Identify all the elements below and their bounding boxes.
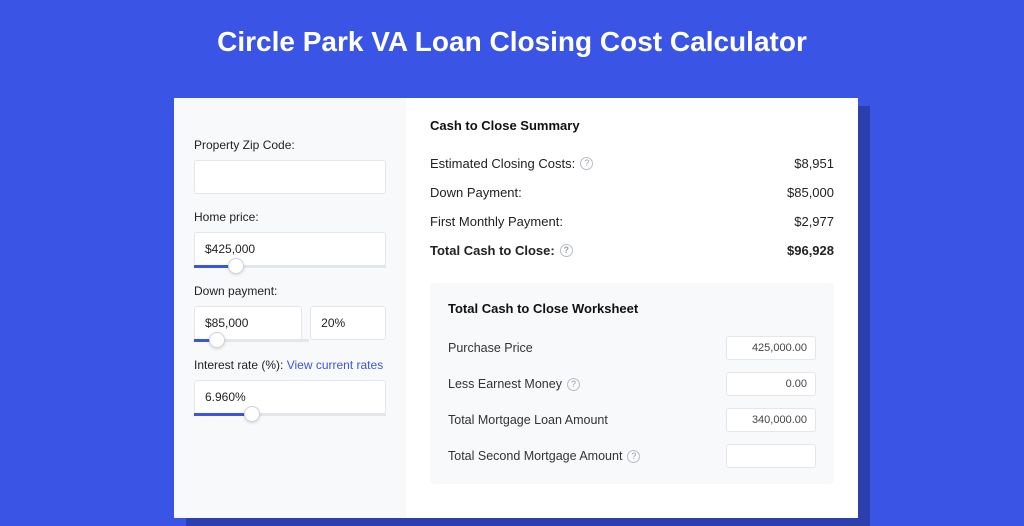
help-icon[interactable]: ? [560,244,573,257]
summary-row-label: Estimated Closing Costs:? [430,156,593,171]
worksheet-row-label: Purchase Price [448,341,533,355]
zip-input[interactable] [194,160,386,194]
summary-row-value: $96,928 [787,243,834,258]
summary-row: First Monthly Payment: $2,977 [430,207,834,236]
inputs-panel: Property Zip Code: Home price: Down paym… [174,98,406,518]
summary-row-value: $8,951 [794,156,834,171]
help-icon[interactable]: ? [580,157,593,170]
summary-row: Total Cash to Close:? $96,928 [430,236,834,265]
home-price-input[interactable] [194,232,386,266]
interest-rate-label-text: Interest rate (%): [194,358,287,372]
worksheet-row: Less Earnest Money? 0.00 [448,366,816,402]
interest-rate-field: Interest rate (%): View current rates [194,358,386,416]
zip-label: Property Zip Code: [194,138,386,152]
worksheet-row-label: Total Second Mortgage Amount? [448,449,640,463]
summary-row: Down Payment: $85,000 [430,178,834,207]
interest-rate-slider[interactable] [194,413,386,416]
interest-rate-slider-thumb[interactable] [244,406,260,422]
summary-rows: Estimated Closing Costs:? $8,951 Down Paym… [430,149,834,265]
worksheet-row: Total Second Mortgage Amount? [448,438,816,474]
worksheet-row-value[interactable]: 0.00 [726,372,816,396]
calculator-card: Property Zip Code: Home price: Down paym… [174,98,858,518]
home-price-label: Home price: [194,210,386,224]
home-price-field: Home price: [194,210,386,268]
interest-rate-label: Interest rate (%): View current rates [194,358,386,372]
summary-row-label: Total Cash to Close:? [430,243,573,258]
interest-rate-input[interactable] [194,380,386,414]
summary-title: Cash to Close Summary [430,118,834,133]
home-price-slider[interactable] [194,265,386,268]
summary-row: Estimated Closing Costs:? $8,951 [430,149,834,178]
worksheet-row-value[interactable] [726,444,816,468]
worksheet-panel: Total Cash to Close Worksheet Purchase P… [430,283,834,484]
down-payment-percent-input[interactable] [310,306,386,340]
worksheet-row-value[interactable]: 340,000.00 [726,408,816,432]
down-payment-field: Down payment: [194,284,386,342]
down-payment-label: Down payment: [194,284,386,298]
worksheet-row-label: Total Mortgage Loan Amount [448,413,608,427]
worksheet-row-label: Less Earnest Money? [448,377,580,391]
summary-row-label: First Monthly Payment: [430,214,563,229]
zip-field: Property Zip Code: [194,138,386,194]
worksheet-row: Purchase Price 425,000.00 [448,330,816,366]
page-title: Circle Park VA Loan Closing Cost Calcula… [0,0,1024,82]
worksheet-rows: Purchase Price 425,000.00 Less Earnest Mon… [448,330,816,474]
summary-row-label: Down Payment: [430,185,522,200]
help-icon[interactable]: ? [567,378,580,391]
view-rates-link[interactable]: View current rates [287,358,384,372]
help-icon[interactable]: ? [627,450,640,463]
home-price-slider-thumb[interactable] [228,258,244,274]
results-panel: Cash to Close Summary Estimated Closing … [406,98,858,518]
down-payment-slider[interactable] [194,339,309,342]
down-payment-slider-thumb[interactable] [209,332,225,348]
worksheet-row-value[interactable]: 425,000.00 [726,336,816,360]
worksheet-row: Total Mortgage Loan Amount 340,000.00 [448,402,816,438]
summary-row-value: $2,977 [794,214,834,229]
summary-row-value: $85,000 [787,185,834,200]
worksheet-title: Total Cash to Close Worksheet [448,301,816,316]
